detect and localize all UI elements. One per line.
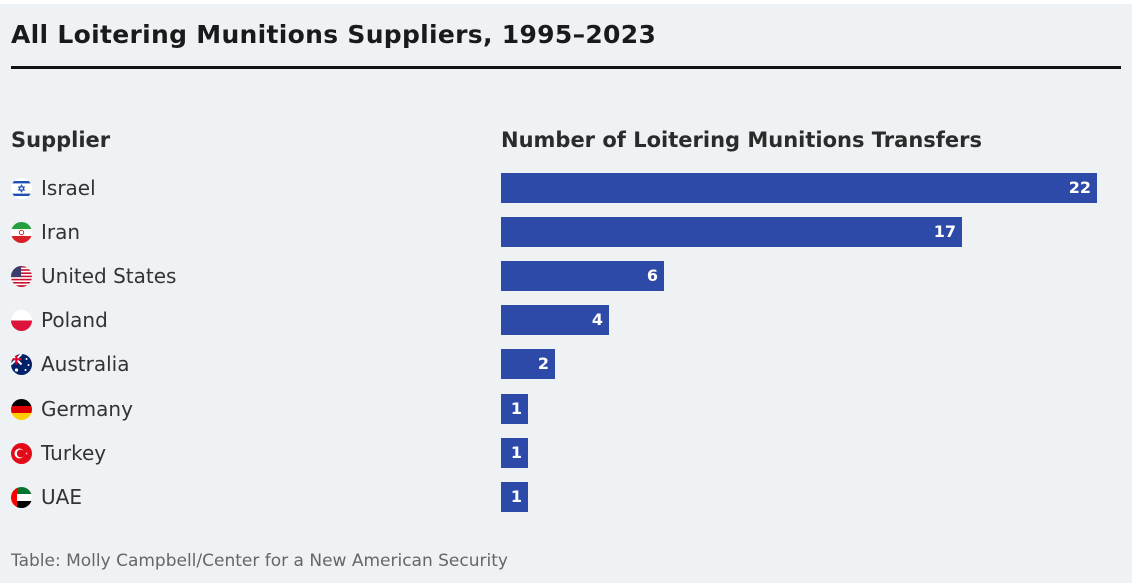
bar-australia (501, 349, 555, 380)
supplier-label: Turkey (41, 440, 107, 465)
bar-value-label: 22 (1068, 178, 1091, 197)
bar-row-germany: Germany 1 (0, 393, 1132, 424)
supplier-label: Australia (41, 352, 130, 377)
bar-row-uae: UAE 1 (0, 481, 1132, 512)
bar-united-states (501, 261, 664, 292)
supplier-label: Iran (41, 220, 81, 245)
united-states-flag-icon (11, 266, 32, 288)
chart-title: All Loitering Munitions Suppliers, 1995–… (11, 20, 657, 49)
poland-flag-icon (11, 310, 32, 332)
bar-row-australia: Australia 2 (0, 349, 1132, 380)
bar-israel (501, 173, 1097, 203)
bar-row-poland: Poland 4 (0, 305, 1132, 336)
bar-value-label: 6 (646, 266, 658, 286)
bar-value-label: 1 (510, 398, 522, 418)
transfers-column-header: Number of Loitering Munitions Transfers (501, 128, 983, 152)
bar-uae (501, 481, 528, 512)
bar-value-label: 1 (510, 486, 522, 506)
bar-row-iran: Iran 17 (0, 217, 1132, 248)
bar-value-label: 4 (591, 310, 603, 330)
chart-card: All Loitering Munitions Suppliers, 1995–… (0, 4, 1132, 583)
bar-poland (501, 305, 609, 336)
supplier-label: Israel (41, 176, 96, 200)
supplier-label: Germany (41, 396, 133, 421)
source-note: Table: Molly Campbell/Center for a New A… (11, 551, 508, 571)
bar-value-label: 17 (933, 222, 956, 242)
australia-flag-icon (11, 354, 32, 376)
supplier-label: Poland (41, 308, 108, 333)
supplier-label: UAE (41, 484, 82, 509)
bar-iran (501, 217, 962, 248)
uae-flag-icon (11, 486, 32, 508)
supplier-column-header: Supplier (11, 128, 111, 152)
germany-flag-icon (11, 398, 32, 420)
bar-row-turkey: Turkey 1 (0, 437, 1132, 468)
bar-value-label: 1 (510, 442, 522, 462)
bar-row-united-states: United States 6 (0, 261, 1132, 292)
bar-row-israel: Israel 22 (0, 173, 1132, 203)
supplier-label: United States (41, 264, 177, 289)
title-divider (11, 66, 1121, 69)
bar-value-label: 2 (537, 354, 549, 374)
iran-flag-icon (11, 222, 32, 244)
israel-flag-icon (11, 178, 32, 199)
bar-germany (501, 393, 528, 424)
turkey-flag-icon (11, 442, 32, 464)
bar-turkey (501, 437, 528, 468)
